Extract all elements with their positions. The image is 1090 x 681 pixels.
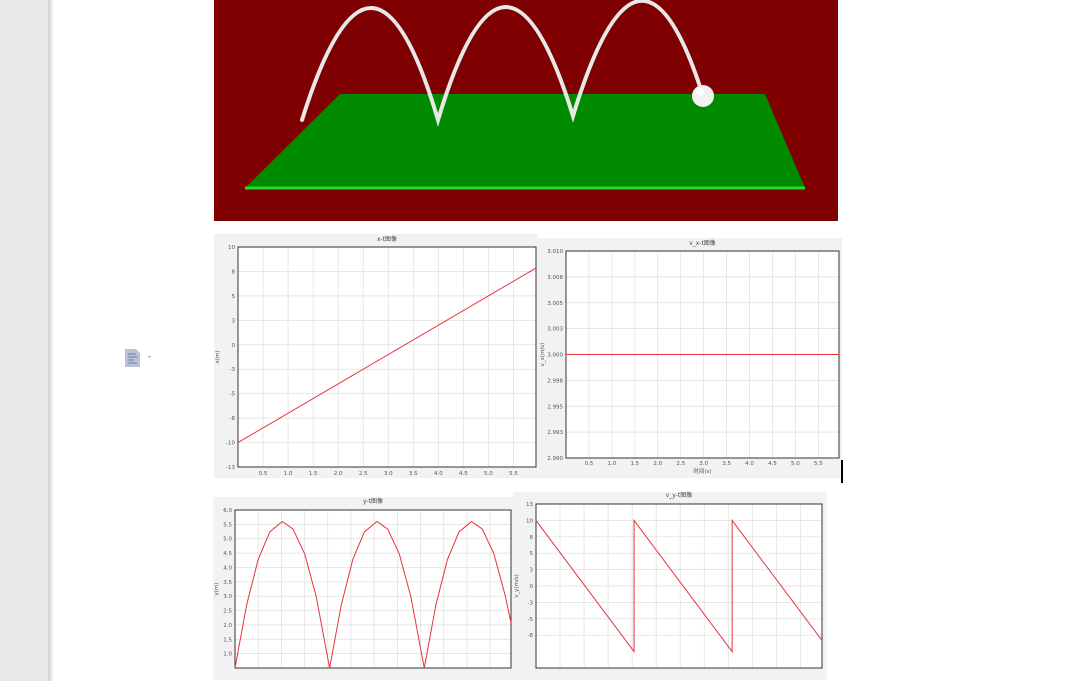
chart-title: v_y-t图像 xyxy=(666,491,693,499)
y-tick-label: 13 xyxy=(526,502,533,508)
y-axis-label: v_x(m/s) xyxy=(540,343,546,367)
y-tick-label: 3.5 xyxy=(223,580,232,586)
y-tick-label: -3 xyxy=(230,367,236,373)
x-tick-label: 3.0 xyxy=(384,471,393,477)
series-line xyxy=(535,518,823,654)
chart-title: y-t图像 xyxy=(363,497,383,505)
y-tick-label: 5.0 xyxy=(223,537,232,543)
y-tick-label: 3.003 xyxy=(547,327,563,333)
y-tick-label: 4.5 xyxy=(223,551,232,557)
x-tick-label: 3.5 xyxy=(722,461,731,467)
plot-border xyxy=(535,503,823,669)
x-tick-label: 4.5 xyxy=(768,461,777,467)
y-tick-label: -8 xyxy=(230,416,236,422)
y-tick-label: -3 xyxy=(528,600,534,606)
x-axis-label: 时间(s) xyxy=(693,467,711,475)
chart-vy-t: 13 10 8 5 3 0 -3 -5 -8 v_y-t图像 v_y(m/s) xyxy=(513,491,827,680)
x-tick-label: 5.5 xyxy=(814,461,823,467)
y-tick-label: 0 xyxy=(530,584,534,590)
y-tick-label: 3.005 xyxy=(547,301,563,307)
y-tick-label: 0 xyxy=(232,343,236,349)
x-tick-label: 5.0 xyxy=(791,461,800,467)
x-tick-label: 2.5 xyxy=(359,471,368,477)
ground-plane xyxy=(245,94,805,188)
y-tick-label: 2.998 xyxy=(547,378,563,384)
series-line xyxy=(234,520,512,669)
y-tick-label: 3.000 xyxy=(547,353,563,359)
x-tick-label: 1.0 xyxy=(608,461,617,467)
chart-x-t: 0.5 1.0 1.5 2.0 2.5 3.0 3.5 4.0 4.5 5.0 5.5 10 8 5 3 0 -… xyxy=(214,234,538,478)
series-line xyxy=(237,267,537,443)
y-tick-label: 5 xyxy=(530,551,534,557)
plot-area xyxy=(235,510,511,668)
x-tick-label: 4.0 xyxy=(434,471,443,477)
y-tick-label: 2.995 xyxy=(547,404,563,410)
y-tick-label: 4.0 xyxy=(223,565,232,571)
x-tick-label: 3.0 xyxy=(699,461,708,467)
y-tick-label: 6.0 xyxy=(223,508,232,514)
y-tick-label: 3.010 xyxy=(547,249,563,255)
x-tick-label: 0.5 xyxy=(259,471,268,477)
y-axis-label: y(m) xyxy=(214,583,220,596)
ball-trajectory xyxy=(300,0,705,128)
y-tick-label: 2.5 xyxy=(223,609,232,615)
x-tick-label: 5.5 xyxy=(509,471,518,477)
y-tick-label: -10 xyxy=(226,441,235,447)
y-tick-label: 8 xyxy=(232,269,236,275)
y-tick-label: 3 xyxy=(530,568,534,574)
y-tick-label: 3 xyxy=(232,318,236,324)
y-tick-label: 2.0 xyxy=(223,623,232,629)
y-tick-label: -5 xyxy=(230,392,236,398)
plot-border xyxy=(237,246,537,468)
bouncing-ball-scene xyxy=(214,0,838,221)
plot-area xyxy=(238,247,536,467)
y-tick-label: 10 xyxy=(526,518,533,524)
chart-title: x-t图像 xyxy=(377,235,397,243)
document-options-icon[interactable] xyxy=(124,348,152,368)
y-tick-label: 10 xyxy=(228,245,235,251)
y-tick-label: 5.5 xyxy=(223,522,232,528)
y-tick-label: 3.0 xyxy=(223,594,232,600)
y-tick-label: 5 xyxy=(232,294,236,300)
chart-y-t: 6.0 5.5 5.0 4.5 4.0 3.5 3.0 2.5 2.0 1.5 1.0 y-t图像 y(… xyxy=(213,497,513,680)
x-tick-label: 1.5 xyxy=(309,471,318,477)
y-tick-label: 8 xyxy=(530,535,534,541)
y-tick-label: 3.008 xyxy=(547,275,563,281)
ball-highlight xyxy=(696,88,704,96)
x-tick-label: 4.0 xyxy=(745,461,754,467)
x-tick-label: 1.5 xyxy=(630,461,639,467)
y-axis-label: x(m) xyxy=(215,351,221,364)
y-axis-label: v_y(m/s) xyxy=(514,574,520,598)
x-tick-label: 2.5 xyxy=(676,461,685,467)
left-sidebar xyxy=(0,0,48,681)
x-tick-label: 0.5 xyxy=(585,461,594,467)
y-tick-label: 2.990 xyxy=(547,456,563,462)
chart-vx-t: 0.5 1.0 1.5 2.0 2.5 3.0 3.5 4.0 4.5 5.0 5.5 3.010 3.… xyxy=(537,238,842,478)
x-tick-label: 4.5 xyxy=(459,471,468,477)
plot-border xyxy=(234,509,512,669)
y-tick-label: -13 xyxy=(226,465,235,471)
y-tick-label: 1.5 xyxy=(223,637,232,643)
page-shadow xyxy=(48,0,54,681)
x-tick-label: 2.0 xyxy=(653,461,662,467)
text-cursor xyxy=(841,460,843,483)
y-tick-label: -5 xyxy=(528,617,534,623)
x-tick-label: 1.0 xyxy=(284,471,293,477)
y-tick-label: 1.0 xyxy=(223,652,232,658)
x-tick-label: 3.5 xyxy=(409,471,418,477)
chart-title: v_x-t图像 xyxy=(689,239,716,247)
x-tick-label: 2.0 xyxy=(334,471,343,477)
y-tick-label: 2.993 xyxy=(547,430,563,436)
x-tick-label: 5.0 xyxy=(484,471,493,477)
y-tick-label: -8 xyxy=(528,633,534,639)
